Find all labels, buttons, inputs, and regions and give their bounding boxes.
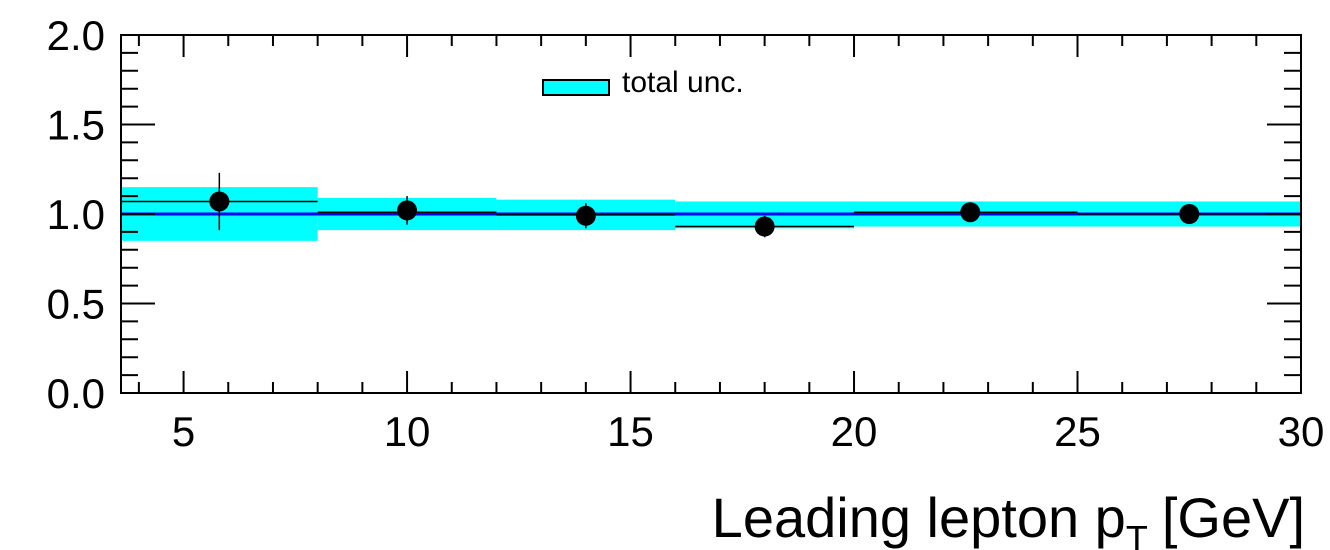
data-point-1 [209, 191, 230, 212]
x-axis-title-unit: [GeV] [1162, 486, 1305, 549]
x-tick-labels: 5 10 15 20 25 30 [172, 408, 1324, 455]
x-axis-title-subscript: T [1126, 518, 1148, 550]
axis-ticks [121, 34, 1302, 394]
x-tick-label: 25 [1054, 408, 1101, 455]
y-tick-label: 1.0 [47, 191, 105, 238]
y-tick-label: 2.0 [47, 12, 105, 59]
data-point-3 [575, 205, 596, 226]
x-tick-label: 30 [1278, 408, 1325, 455]
x-axis-title: Leading lepton pT [GeV] [712, 486, 1305, 550]
legend-swatch-total-unc [542, 79, 610, 96]
y-tick-labels: 0.0 0.5 1.0 1.5 2.0 [47, 12, 105, 417]
x-axis-title-main: Leading lepton p [712, 486, 1126, 549]
y-tick-label: 1.5 [47, 102, 105, 149]
data-points [209, 172, 1200, 238]
x-tick-label: 5 [172, 408, 195, 455]
data-point-6 [1179, 204, 1200, 224]
x-tick-label: 10 [384, 408, 431, 455]
x-tick-label: 20 [831, 408, 878, 455]
y-tick-label: 0.5 [47, 281, 105, 328]
legend-label-total-unc: total unc. [622, 66, 744, 99]
y-tick-label: 0.0 [47, 370, 105, 417]
data-point-5 [960, 202, 981, 223]
data-point-2 [397, 200, 418, 221]
data-point-4 [754, 216, 775, 237]
x-tick-label: 15 [607, 408, 654, 455]
legend: total unc. [542, 66, 744, 99]
